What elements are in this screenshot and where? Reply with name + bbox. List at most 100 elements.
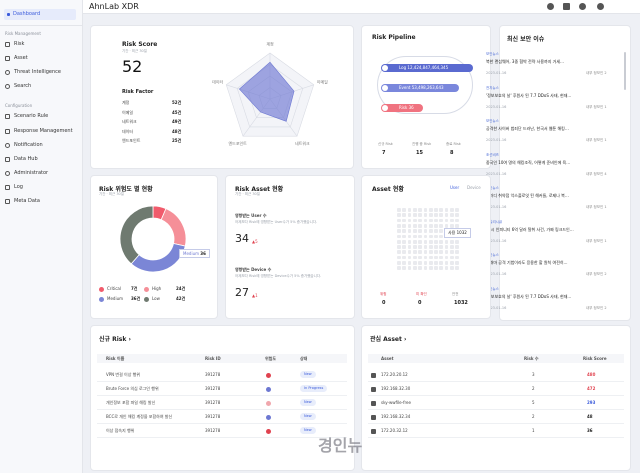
tab-user[interactable]: User bbox=[450, 185, 460, 190]
asset-grid-cell bbox=[397, 218, 401, 223]
news-ref: 내부 정보인 2 bbox=[586, 305, 607, 310]
donut-slice-low[interactable] bbox=[119, 205, 154, 265]
asset-grid-cell bbox=[428, 218, 433, 223]
new-risk-id: 391278 bbox=[205, 400, 221, 405]
help-icon[interactable] bbox=[547, 3, 554, 10]
interest-risk-count: 2 bbox=[532, 414, 535, 419]
news-source: 보안뉴스 bbox=[486, 52, 499, 56]
asset-grid-cell bbox=[455, 261, 460, 265]
sidebar-item-datahub[interactable]: Data Hub bbox=[5, 155, 38, 164]
asset-grid-cell bbox=[397, 239, 401, 244]
news-item-title[interactable]: '엑시 인피니티 6억 달러 탈취 사건, 가짜 링크드인… bbox=[486, 226, 574, 232]
new-risk-header: 위험도 bbox=[265, 356, 277, 361]
radar-grid-ring bbox=[236, 64, 304, 128]
row-divider bbox=[368, 423, 624, 424]
security-news-title[interactable]: 최신 보안 이슈 bbox=[507, 36, 545, 43]
severity-dot bbox=[266, 400, 271, 406]
row-divider bbox=[97, 423, 347, 424]
new-risk-name[interactable]: VPN 번걸 이상 행위 bbox=[106, 372, 141, 377]
datahub-icon bbox=[5, 157, 10, 162]
asset-grid-cell bbox=[444, 208, 449, 212]
asset-grid-cell bbox=[402, 250, 407, 255]
new-risk-header: Risk 이름 bbox=[106, 356, 125, 361]
bell-icon[interactable] bbox=[579, 3, 586, 10]
sidebar-item-metadata[interactable]: Meta Data bbox=[5, 197, 40, 206]
new-risk-name[interactable]: 개인정보 포함 파일 해킹 발신 bbox=[106, 400, 156, 405]
asset-grid-cell bbox=[450, 255, 454, 260]
response-icon bbox=[5, 129, 10, 134]
interest-asset-title[interactable]: 관심 Asset › bbox=[370, 336, 407, 343]
pipeline-stat-value: 8 bbox=[450, 150, 454, 156]
interest-asset-name[interactable]: 192.168.32.30 bbox=[381, 386, 411, 391]
news-item-title[interactable]: 모래마 공격 기법이라도 응용한 할 원칙 여전히… bbox=[486, 260, 568, 265]
user-icon[interactable] bbox=[597, 3, 604, 10]
asset-grid-cell bbox=[428, 239, 433, 244]
asset-grid-cell bbox=[455, 208, 460, 212]
sidebar-item-label: Search bbox=[14, 83, 32, 89]
risk-factor-value: 25건 bbox=[172, 138, 182, 143]
asset-grid-cell bbox=[444, 261, 449, 265]
risk-severity-subtitle: 기간 · 최근 30일 bbox=[99, 192, 125, 196]
news-item-title[interactable]: 공격한 사이버 범죄단 드러난, 한국서 웹툰 해킹… bbox=[486, 126, 569, 131]
asset-grid-cell bbox=[412, 266, 417, 271]
interest-asset-title-label: 관심 Asset bbox=[370, 336, 402, 343]
sidebar-item-threat[interactable]: Threat Intelligence bbox=[5, 68, 61, 77]
risk-factor-value: 52건 bbox=[172, 100, 182, 105]
asset-grid-cell bbox=[450, 213, 454, 218]
sidebar-item-search[interactable]: Search bbox=[5, 82, 31, 91]
asset-grid-cell bbox=[418, 266, 422, 271]
tab-device[interactable]: Device bbox=[467, 185, 481, 190]
new-risk-name[interactable]: Brute Force 의심 로그인 행위 bbox=[106, 386, 159, 391]
new-risk-name[interactable]: 이상 접속지 행위 bbox=[106, 428, 135, 433]
sidebar-item-log[interactable]: Log bbox=[5, 183, 23, 192]
risk-factor-value: 45건 bbox=[172, 109, 182, 115]
donut-slice-high[interactable] bbox=[160, 208, 187, 247]
asset-grid-cell bbox=[434, 213, 438, 218]
bookmark-icon[interactable] bbox=[563, 3, 570, 10]
news-item-title[interactable]: '정보보호의 날' 후원사 된 7.7 DDoS 사태, 현재… bbox=[486, 92, 572, 98]
asset-grid-cell bbox=[434, 223, 438, 228]
asset-grid-cell bbox=[418, 261, 422, 265]
news-item-title[interactable]: 플러디 취약점 악스플로잇 된 해커들, 로제나 복… bbox=[486, 193, 569, 198]
interest-asset-name[interactable]: 172.20.32.12 bbox=[381, 428, 408, 433]
asset-grid-cell bbox=[397, 261, 401, 265]
interest-asset-name[interactable]: sky-wwfile-free bbox=[381, 400, 411, 405]
pipeline-stat-value: 7 bbox=[382, 150, 386, 156]
pipeline-log-label: Log 12,424,847,464,345 bbox=[399, 65, 449, 70]
donut-slice-medium[interactable] bbox=[130, 243, 186, 273]
asset-grid-cell bbox=[444, 266, 449, 271]
sidebar-item-risk[interactable]: Risk bbox=[5, 40, 24, 49]
interest-asset-name[interactable]: 172.20.20.12 bbox=[381, 372, 408, 377]
sidebar-item-administrator[interactable]: Administrator bbox=[5, 169, 48, 178]
new-risk-title[interactable]: 신규 Risk › bbox=[99, 336, 131, 343]
news-item-title[interactable]: '정보보호의 날' 후원사 된 7.7 DDoS 사태, 현재… bbox=[486, 293, 572, 299]
news-ref: 내부 정보인 1 bbox=[586, 238, 607, 243]
news-ref: 내부 정보인 1 bbox=[586, 205, 607, 209]
sidebar-item-label: Risk bbox=[14, 41, 25, 47]
interest-risk-score: 48 bbox=[587, 414, 593, 419]
news-item-title[interactable]: 북한 랜섬웨어, 3중 협박 전략 사용까지 거세… bbox=[486, 59, 565, 64]
asset-grid-cell bbox=[428, 255, 433, 260]
asset-grid-cell bbox=[428, 208, 433, 212]
asset-grid-cell bbox=[455, 218, 460, 223]
asset-grid-cell bbox=[428, 261, 433, 265]
asset-grid-cell bbox=[434, 218, 438, 223]
topbar: AhnLab XDR bbox=[83, 0, 640, 14]
news-item-title[interactable]: 중국인 10여 명의 해킹조직, 어떻게 준비인에 육… bbox=[486, 159, 571, 165]
risk-severity-card bbox=[90, 175, 218, 319]
asset-grid-cell bbox=[423, 239, 428, 244]
sidebar-item-response[interactable]: Response Management bbox=[5, 127, 73, 136]
sidebar-item-notification[interactable]: Notification bbox=[5, 141, 43, 150]
news-source: 보안뉴스 bbox=[486, 119, 499, 123]
sidebar-item-label: Dashboard bbox=[13, 11, 41, 17]
sidebar-item-dashboard[interactable]: Dashboard bbox=[4, 9, 76, 20]
asset-grid-cell bbox=[407, 213, 412, 218]
news-scrollbar[interactable] bbox=[624, 52, 626, 90]
asset-grid-cell bbox=[418, 218, 422, 223]
sidebar-item-asset[interactable]: Asset bbox=[5, 54, 28, 63]
asset-grid-cell bbox=[402, 208, 407, 212]
new-risk-header: Risk ID bbox=[205, 356, 221, 361]
interest-asset-name[interactable]: 192.168.32.34 bbox=[381, 414, 411, 419]
new-risk-name[interactable]: BCC로 개인 해킹 계정을 포함하여 발신 bbox=[106, 414, 173, 419]
sidebar-item-scenario[interactable]: Scenario Rule bbox=[5, 112, 48, 121]
